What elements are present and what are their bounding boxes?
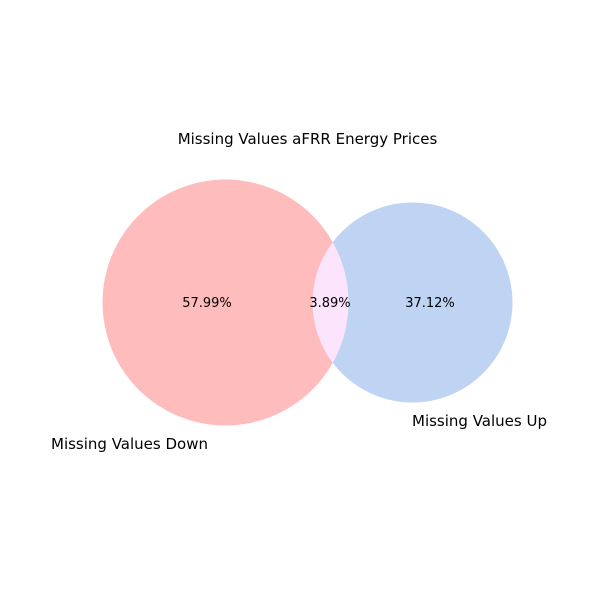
chart-title: Missing Values aFRR Energy Prices bbox=[178, 130, 438, 148]
set-circle-down bbox=[102, 179, 349, 426]
set-circle-up bbox=[312, 202, 513, 403]
region-label-down-only: 57.99% bbox=[182, 296, 232, 311]
region-label-overlap: 3.89% bbox=[309, 296, 350, 311]
set-label-down: Missing Values Down bbox=[51, 435, 208, 453]
region-label-up-only: 37.12% bbox=[405, 296, 455, 311]
set-label-up: Missing Values Up bbox=[412, 412, 547, 430]
